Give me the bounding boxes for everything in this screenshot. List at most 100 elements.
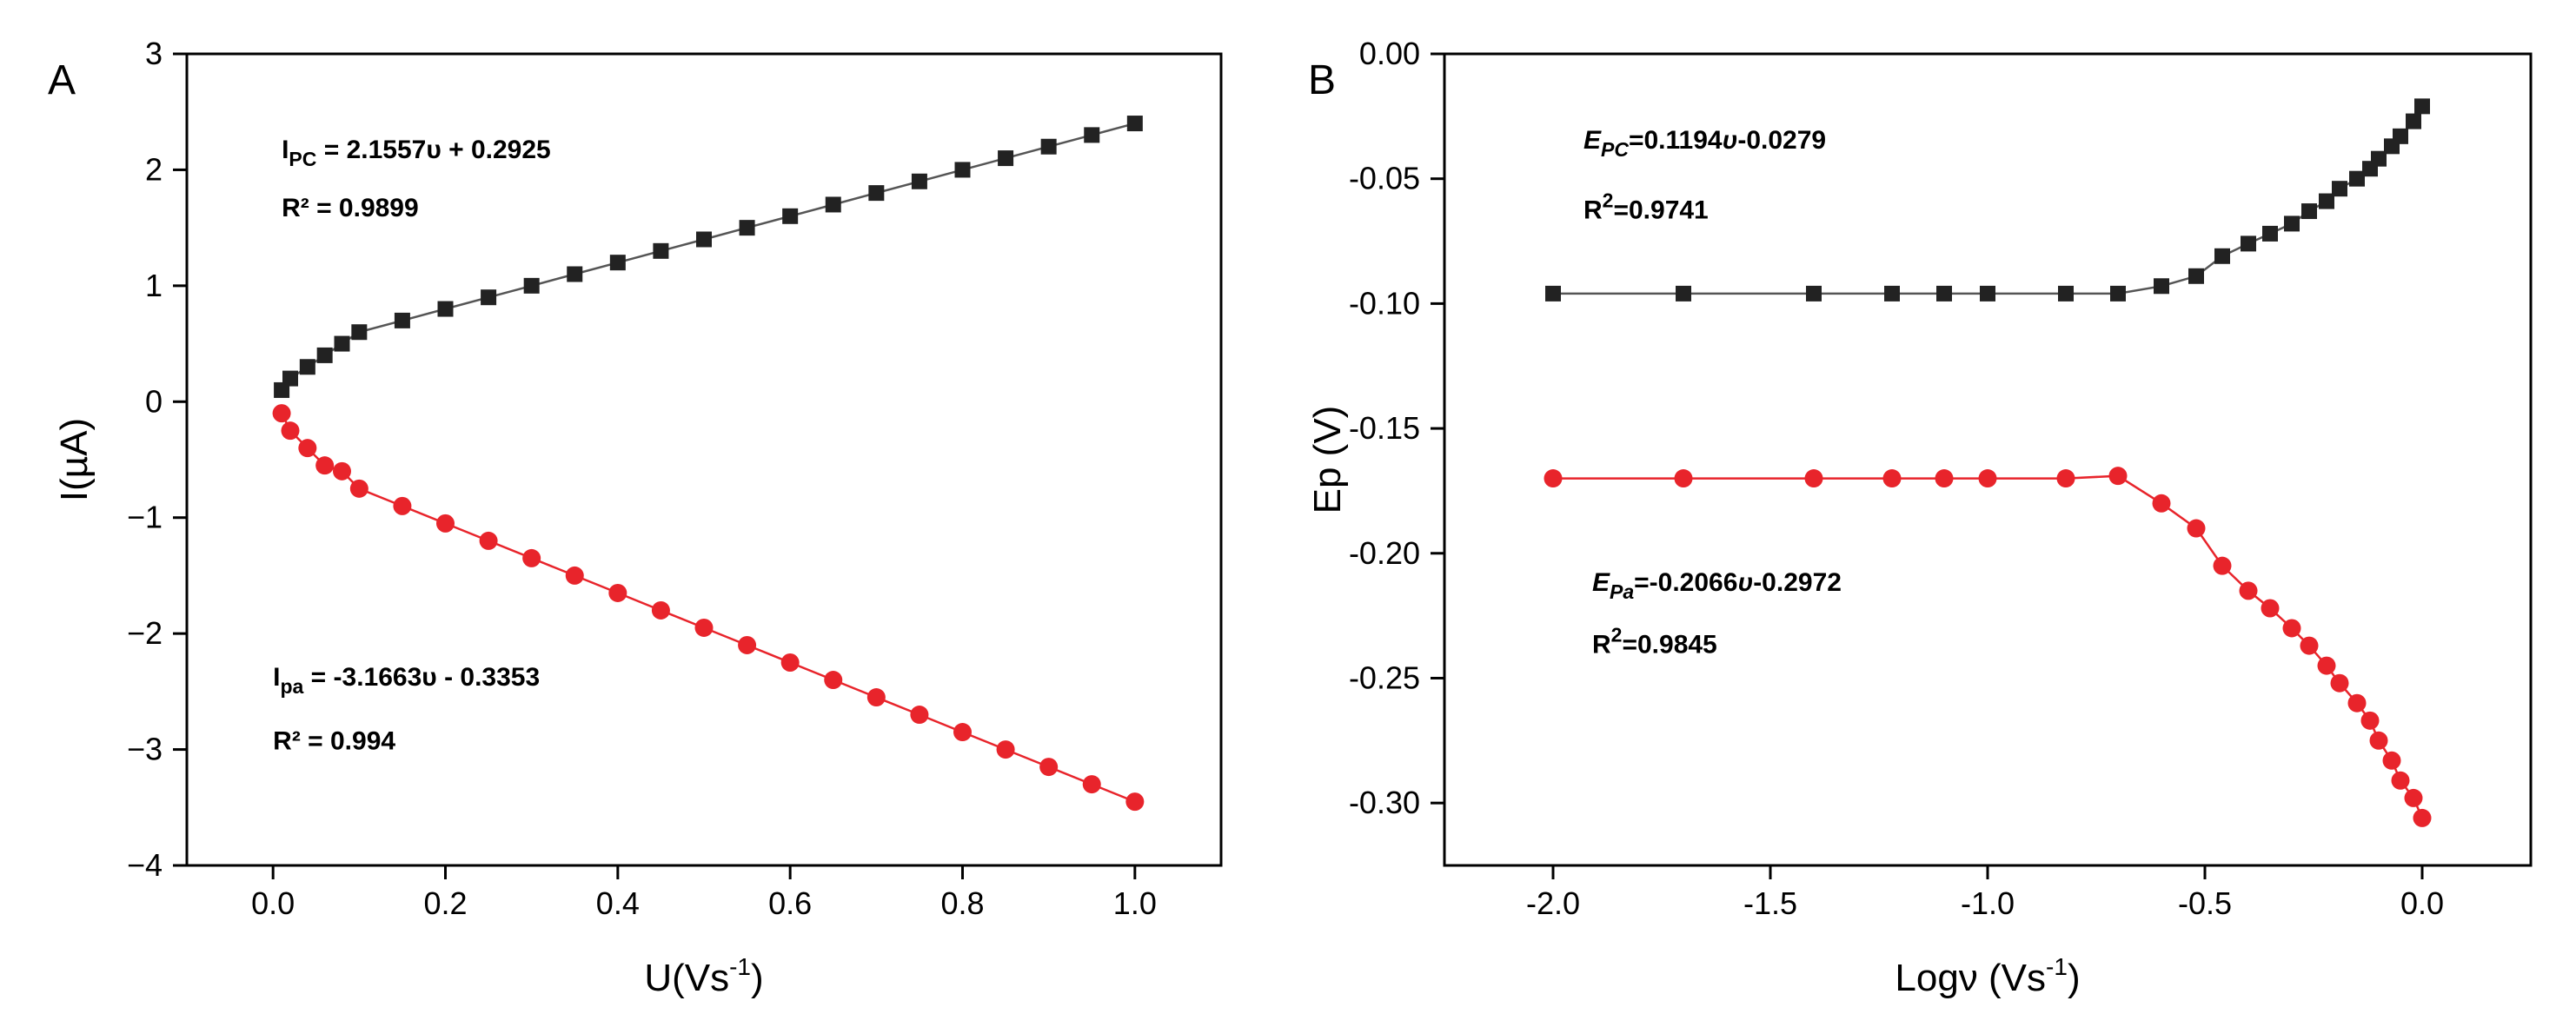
ipc-r2-part: R² = 0.9899 [282,194,419,222]
x-tick-label: -1.0 [1961,885,2015,921]
epa-equation-part: -0.2972 [1753,568,1842,597]
data-point-epa [2152,494,2171,513]
epc-equation-part: E [1583,126,1602,155]
data-point-epa [2187,519,2206,538]
data-point-epc [1884,285,1900,302]
data-point-ipc [334,335,350,352]
data-point-epa [2391,771,2410,790]
y-tick-label: -0.05 [1349,161,1420,196]
epa-r2-part: 2 [1611,624,1623,646]
epa-r2: R2=0.9845 [1592,624,1717,660]
data-point-ipc [523,277,540,294]
data-point-ipc [911,173,927,189]
epa-equation-part: E [1592,568,1610,597]
epc-r2-part: =0.9741 [1613,196,1708,225]
x-tick-label: 0.0 [2400,885,2444,921]
x-tick-label: 0.4 [596,885,640,921]
data-point-epc [2188,268,2204,284]
data-point-ipa [651,600,670,620]
ipc-equation-part: PC [289,148,316,170]
x-axis-title-main: Logν (Vs [1895,957,2046,999]
data-point-epc [1980,285,1995,302]
data-point-epc [2393,128,2408,144]
data-point-epc [2262,225,2278,242]
epc-equation-part: PC [1601,138,1629,161]
data-point-ipc [868,185,885,202]
data-point-epc [2241,235,2256,252]
epc-r2-part: 2 [1603,189,1614,212]
x-tick-label: 0.0 [251,885,295,921]
data-point-ipa [315,456,335,475]
data-point-epa [2239,581,2258,600]
data-point-ipc [653,242,669,259]
data-point-ipa [1082,775,1101,794]
data-point-epc [2058,285,2074,302]
data-point-ipc [351,324,368,341]
data-point-epa [1544,469,1563,488]
data-point-ipa [953,723,972,742]
data-point-epa [2369,731,2388,750]
x-axis-title-end: ) [751,957,764,999]
data-point-ipa [565,566,584,585]
x-tick-label: -2.0 [1526,885,1580,921]
x-axis-title-main: U(Vs [644,957,729,999]
epc-r2-part: R [1583,196,1603,225]
data-point-ipc [998,150,1014,167]
epa-equation: EPa=-0.2066υ-0.2972 [1592,568,1842,603]
y-tick-label: 2 [145,151,163,187]
data-point-epc [2406,113,2421,129]
data-point-ipa [694,618,714,637]
ipa-equation-part: = -3.1663υ - 0.3353 [303,663,540,692]
data-point-epc [2371,150,2387,167]
y-axis-title: I(µA) [53,418,96,501]
data-point-ipa [522,548,541,567]
data-point-ipa [393,496,412,515]
y-tick-label: -0.15 [1349,410,1420,446]
data-point-ipa [281,421,300,441]
y-tick-label: -0.20 [1349,535,1420,571]
ipc-equation: IPC = 2.1557υ + 0.2925 [282,136,551,170]
epa-equation-part: Pa [1610,580,1634,603]
data-point-ipa [1039,758,1059,777]
epc-equation-part: =0.1194 [1629,126,1723,155]
panel-label: B [1308,57,1336,103]
y-axis-title: Ep (V) [1306,406,1349,514]
data-point-epa [2404,788,2423,807]
x-axis-title-sup: -1 [729,953,751,980]
data-point-ipc [739,220,755,236]
x-axis-title-end: ) [2068,957,2081,999]
data-point-epa [2382,751,2401,770]
data-point-ipc [394,312,410,328]
y-tick-label: -0.10 [1349,285,1420,321]
epc-equation-part: -0.0279 [1737,126,1826,155]
y-tick-label: 0 [145,383,163,419]
y-tick-label: 3 [145,36,163,71]
data-point-ipc [437,301,454,317]
ipc-r2: R² = 0.9899 [282,194,419,222]
data-point-ipc [1084,127,1100,143]
data-point-ipa [333,461,351,481]
panel-label: A [48,57,76,103]
data-point-ipc [696,231,712,248]
x-axis-title-sup: -1 [2046,953,2068,980]
ipa-equation-part: I [273,663,280,692]
x-tick-label: 1.0 [1113,885,1157,921]
data-point-epa [2213,556,2232,575]
data-point-epa [2360,711,2380,730]
panel-a: 0.0 0.2 0.4 0.6 0.8 1.0 3 2 1 0 −1 −2 −3 −4 U(Vs-1) I(µ… [48,36,1223,999]
data-point-epa [1978,469,1997,488]
y-tick-label: −4 [127,847,163,883]
data-point-epc [2332,181,2347,197]
data-point-ipa [608,583,627,602]
data-point-epc [2110,285,2126,302]
x-tick-label: -1.5 [1743,885,1797,921]
data-point-ipa [349,479,368,498]
ipa-r2: R² = 0.994 [273,727,395,756]
y-tick-label: −1 [127,500,163,535]
data-point-epc [2301,203,2317,220]
data-point-ipa [272,404,291,423]
x-tick-label: 0.8 [940,885,984,921]
data-point-epc [2349,170,2365,187]
data-point-epc [2284,215,2300,232]
